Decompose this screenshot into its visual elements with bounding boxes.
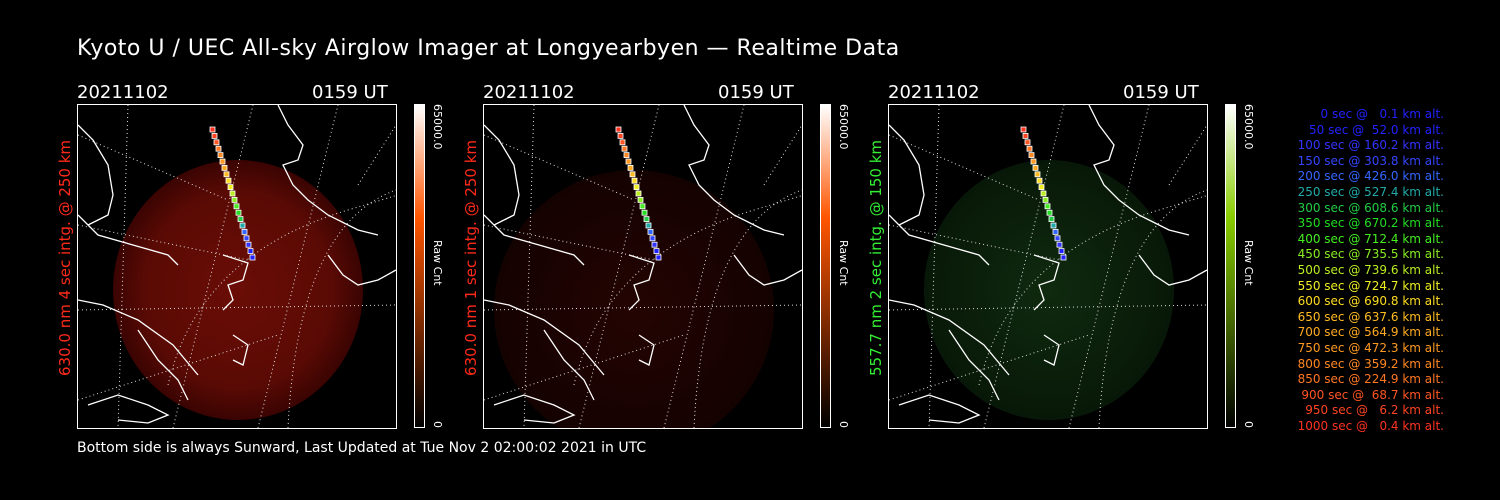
footer-status: Bottom side is always Sunward, Last Upda… (77, 440, 647, 456)
legend-row: 650 sec @ 637.6 km alt. (1297, 309, 1444, 324)
panel-wavelength-label: 557.7 nm 2 sec intg. @ 150 km (867, 139, 885, 376)
page-title: Kyoto U / UEC All-sky Airglow Imager at … (77, 36, 900, 61)
legend-row: 500 sec @ 739.6 km alt. (1297, 262, 1444, 277)
grid-lines (484, 105, 802, 428)
colorbar-unit: Raw Cnt (431, 240, 444, 286)
legend-row: 600 sec @ 690.8 km alt. (1297, 294, 1444, 309)
legend-row: 400 sec @ 712.4 km alt. (1297, 231, 1444, 246)
colorbar-max: 65000.0 (431, 104, 444, 150)
colorbar-min: 0 (431, 421, 444, 428)
colorbar-unit: Raw Cnt (1242, 240, 1255, 286)
coastline (484, 105, 802, 424)
legend-row: 350 sec @ 670.2 km alt. (1297, 216, 1444, 231)
legend-row: 750 sec @ 472.3 km alt. (1297, 340, 1444, 355)
satellite-track (1020, 126, 1067, 261)
colorbar-max: 65000.0 (1242, 104, 1255, 150)
panel-wavelength-label: 630.0 nm 1 sec intg. @ 250 km (462, 139, 480, 376)
panel-date: 20211102 (77, 82, 169, 103)
legend-row: 300 sec @ 608.6 km alt. (1297, 200, 1444, 215)
colorbar-min: 0 (837, 421, 850, 428)
panel-date: 20211102 (888, 82, 980, 103)
panel-time: 0159 UT (312, 82, 388, 103)
trajectory-legend: 0 sec @ 0.1 km alt. 50 sec @ 52.0 km alt.… (1262, 107, 1444, 434)
legend-row: 0 sec @ 0.1 km alt. (1320, 107, 1445, 121)
colorbar (820, 104, 831, 428)
colorbar-unit: Raw Cnt (837, 240, 850, 286)
panel-date: 20211102 (483, 82, 575, 103)
legend-row: 850 sec @ 224.9 km alt. (1297, 372, 1444, 387)
legend-row: 250 sec @ 527.4 km alt. (1297, 184, 1444, 199)
satellite-track (615, 126, 662, 261)
legend-row: 700 sec @ 564.9 km alt. (1297, 325, 1444, 340)
grid-lines (78, 105, 396, 428)
coastline (889, 105, 1207, 424)
legend-row: 900 sec @ 68.7 km alt. (1301, 387, 1444, 402)
legend-row: 950 sec @ 6.2 km alt. (1305, 403, 1444, 418)
panel-time: 0159 UT (718, 82, 794, 103)
colorbar (414, 104, 425, 428)
colorbar-min: 0 (1242, 421, 1255, 428)
panel-wavelength-label: 630.0 nm 4 sec intg. @ 250 km (56, 139, 74, 376)
coastline (78, 105, 396, 424)
legend-row: 150 sec @ 303.8 km alt. (1297, 153, 1444, 168)
colorbar-max: 65000.0 (837, 104, 850, 150)
allsky-image-panel (483, 104, 803, 429)
legend-row: 550 sec @ 724.7 km alt. (1297, 278, 1444, 293)
allsky-image-panel (77, 104, 397, 429)
panel-time: 0159 UT (1123, 82, 1199, 103)
legend-row: 100 sec @ 160.2 km alt. (1297, 138, 1444, 153)
legend-row: 50 sec @ 52.0 km alt. (1309, 122, 1444, 137)
legend-row: 450 sec @ 735.5 km alt. (1297, 247, 1444, 262)
legend-row: 1000 sec @ 0.4 km alt. (1297, 418, 1444, 433)
legend-row: 800 sec @ 359.2 km alt. (1297, 356, 1444, 371)
legend-row: 200 sec @ 426.0 km alt. (1297, 169, 1444, 184)
allsky-image-panel (888, 104, 1208, 429)
satellite-track (209, 126, 256, 261)
colorbar (1225, 104, 1236, 428)
grid-lines (889, 105, 1207, 428)
